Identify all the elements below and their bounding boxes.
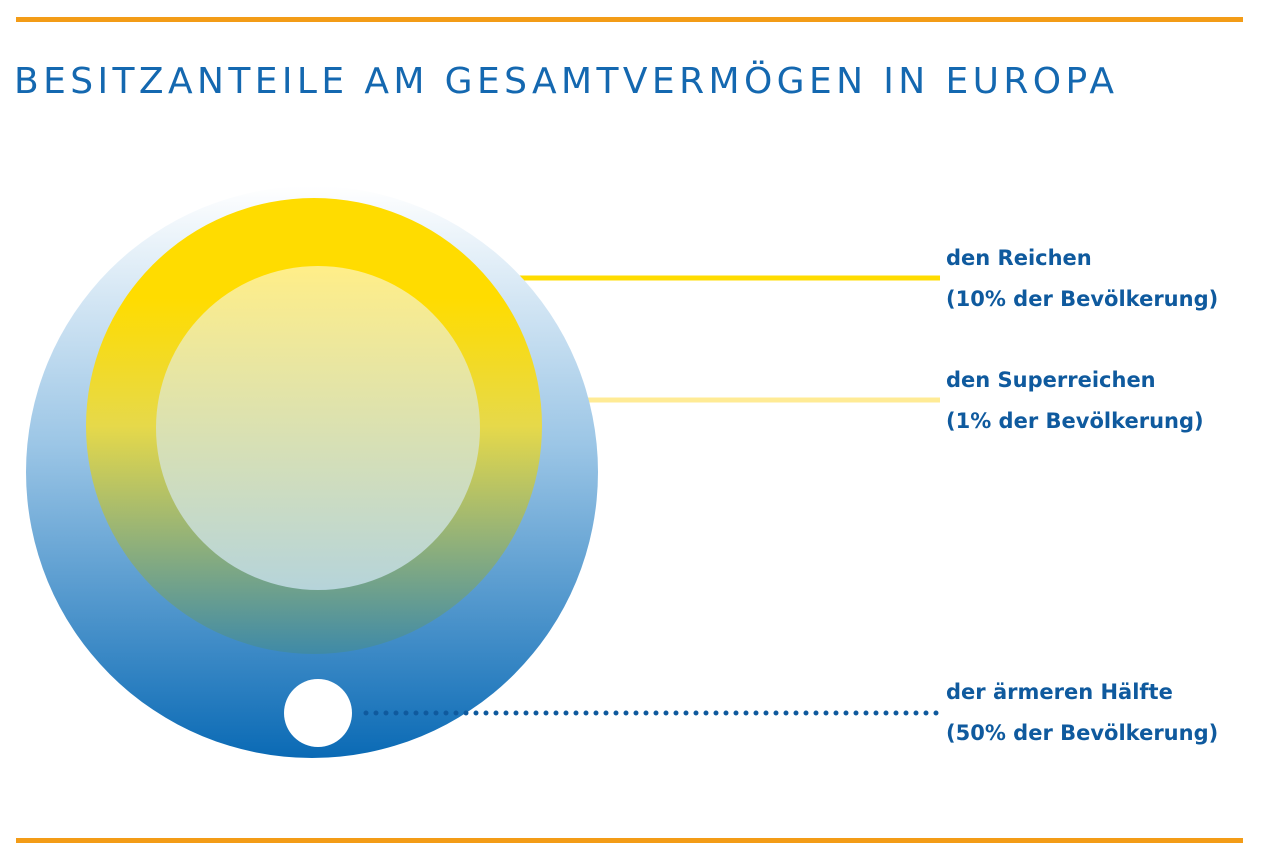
circle-superreichen bbox=[156, 266, 480, 590]
label-haelfte-share: (50% der Bevölkerung) bbox=[946, 721, 1219, 745]
label-reichen-share: (10% der Bevölkerung) bbox=[946, 287, 1219, 311]
label-reichen-title: den Reichen bbox=[946, 246, 1092, 270]
label-superreichen: den Superreichen (1% der Bevölkerung) bbox=[946, 360, 1204, 442]
label-superreichen-title: den Superreichen bbox=[946, 368, 1156, 392]
circle-aermere-haelfte bbox=[284, 679, 352, 747]
label-superreichen-share: (1% der Bevölkerung) bbox=[946, 409, 1204, 433]
top-accent-rule bbox=[16, 17, 1243, 22]
label-haelfte-title: der ärmeren Hälfte bbox=[946, 680, 1173, 704]
label-aermere-haelfte: der ärmeren Hälfte (50% der Bevölkerung) bbox=[946, 672, 1218, 754]
page-title: BESITZANTEILE AM GESAMTVERMÖGEN IN EUROP… bbox=[14, 61, 1119, 102]
label-reichen: den Reichen (10% der Bevölkerung) bbox=[946, 238, 1218, 320]
bottom-accent-rule bbox=[16, 838, 1243, 843]
